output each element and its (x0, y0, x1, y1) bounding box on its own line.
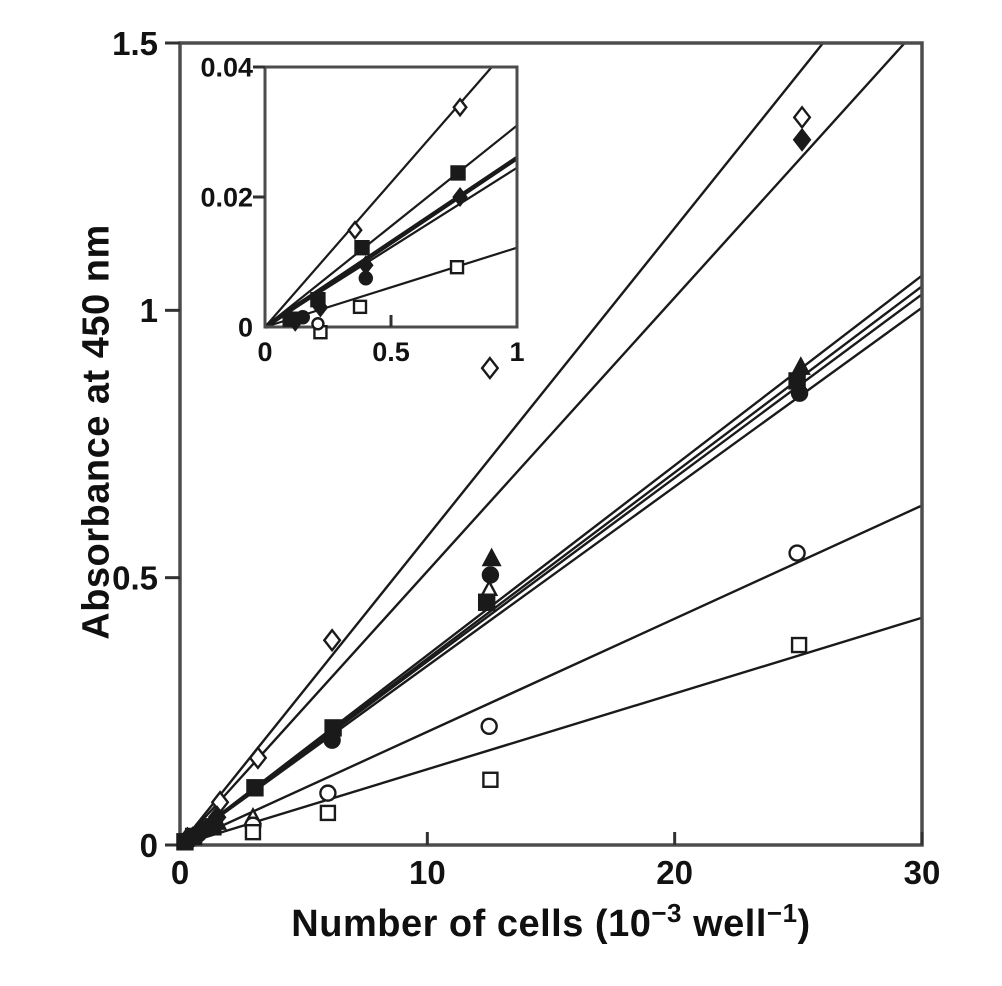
inset-plot-marker-filled-circle (358, 271, 373, 286)
x-axis-title-mid: well (682, 903, 767, 945)
inset-plot-marker-open-diamond (452, 97, 468, 118)
inset-plot-xtick-label: 0 (257, 337, 272, 367)
main-plot-line-open-square (179, 616, 923, 847)
inset-plot-marker-filled-square (354, 239, 370, 256)
inset-plot-ytick-label: 0 (238, 313, 253, 343)
main-plot-marker-filled-diamond (792, 127, 812, 152)
main-plot-marker-filled-circle (323, 731, 341, 749)
x-axis-title-prefix: Number of cells (10 (291, 903, 652, 945)
main-plot-marker-filled-circle (790, 384, 809, 402)
inset-plot-marker-open-circle (311, 317, 325, 331)
inset-plot-marker-filled-square (450, 165, 466, 181)
main-plot-marker-open-square (244, 823, 262, 841)
main-plot-ytick-label: 1.5 (112, 25, 158, 62)
inset-plot-marker-filled-diamond (452, 187, 468, 207)
main-plot-marker-filled-circle (481, 566, 500, 584)
main-plot-marker-filled-triangle (182, 826, 203, 845)
main-plot-ytick-label: 1 (140, 292, 158, 329)
inset-plot-line-open-diamond (264, 66, 493, 328)
main-plot-marker-open-square (790, 636, 808, 654)
inset-plot-marker-open-square (352, 299, 368, 315)
x-axis-title-suffix: ) (797, 903, 811, 945)
main-plot-line-filled-triangle (179, 293, 923, 846)
main-plot-marker-open-square (482, 771, 499, 788)
main-plot-marker-filled-triangle (207, 811, 228, 830)
inset-plot-line-filled-circle (264, 166, 518, 328)
main-plot-marker-open-square (319, 804, 337, 822)
main-plot-marker-open-triangle (480, 579, 499, 596)
inset-plot-ytick-label: 0.02 (200, 183, 253, 213)
y-axis-title: Absorbance at 450 nm (76, 224, 119, 639)
main-plot-marker-open-diamond (792, 105, 812, 130)
inset-plot: 0 0.5 1 0 0.02 0.04 (200, 53, 524, 367)
main-plot-xtick-label: 20 (656, 854, 693, 891)
main-plot-marker-filled-square (246, 779, 264, 797)
main-plot-marker-open-diamond (248, 745, 268, 770)
inset-plot-line-filled-diamond (263, 156, 519, 329)
main-plot-line-filled-diamond (179, 42, 906, 846)
x-axis-title-sup-minus3: −3 (651, 898, 683, 928)
inset-plot-marker-open-diamond (347, 220, 363, 241)
inset-plot-marker-filled-diamond (312, 297, 329, 318)
inset-plot-marker-filled-circle (295, 310, 310, 325)
main-plot-marker-filled-triangle (481, 547, 502, 567)
main-plot-line-open-diamond (179, 42, 825, 846)
main-plot-xtick-label: 10 (409, 854, 446, 891)
main-plot-marker-filled-triangle (790, 356, 811, 375)
main-plot-frame (178, 41, 924, 847)
main-plot-line-open-triangle (179, 306, 923, 846)
main-plot-line-open-circle (179, 504, 923, 847)
main-plot-marker-filled-square (477, 593, 496, 611)
inset-plot-xtick-label: 1 (509, 337, 524, 367)
main-plot-marker-open-circle (480, 717, 498, 736)
inset-plot-ytick-label: 0.04 (200, 53, 253, 83)
main-plot-ytick-label: 0 (140, 827, 158, 864)
main-plot-marker-open-diamond (322, 628, 342, 653)
main-plot-xtick-label: 0 (171, 854, 189, 891)
main-plot-xtick-label: 30 (904, 854, 941, 891)
inset-plot-xtick-label: 0.5 (372, 337, 410, 367)
x-axis-title: Number of cells (10−3 well−1) (291, 898, 811, 946)
inset-plot-line-filled-square (264, 124, 518, 328)
main-plot-marker-open-circle (319, 784, 337, 802)
main-plot-line-filled-square (179, 274, 923, 846)
inset-plot-background (265, 67, 517, 327)
main-plot-marker-open-circle (788, 544, 806, 562)
main-plot-marker-open-diamond (480, 356, 500, 381)
x-axis-title-sup-minus1: −1 (766, 898, 798, 928)
y-axis-title-text: Absorbance at 450 nm (75, 224, 118, 640)
inset-plot-marker-open-square (449, 260, 465, 275)
main-plot-ytick-label: 0.5 (112, 560, 158, 597)
